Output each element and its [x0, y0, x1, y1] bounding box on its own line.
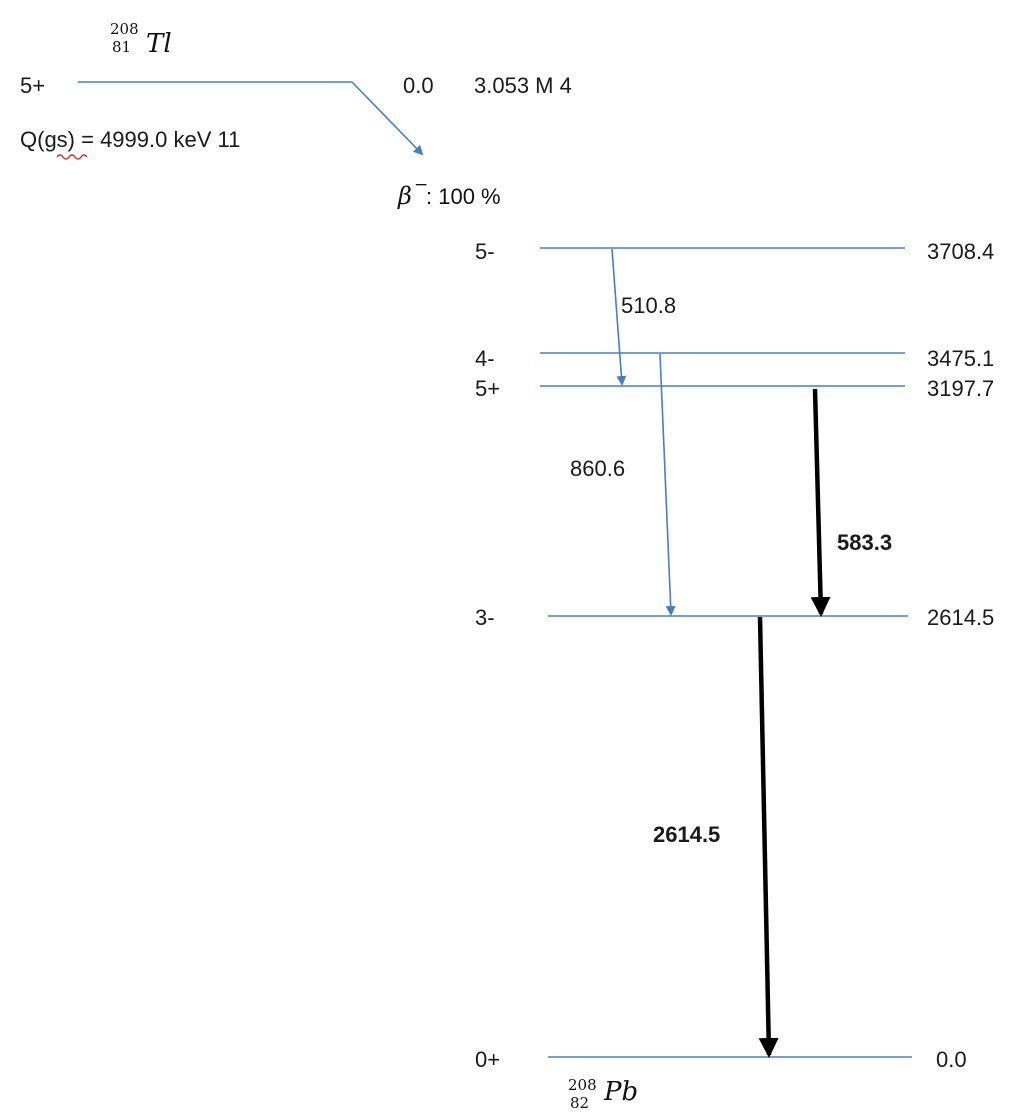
- transition-energy: 583.3: [837, 530, 892, 555]
- transition-arrow: [810, 388, 831, 617]
- level-energy: 0.0: [936, 1047, 967, 1072]
- gamma-860-6: 860.6: [570, 353, 676, 616]
- level-energy: 3708.4: [927, 239, 994, 264]
- transition-energy: 2614.5: [653, 822, 720, 847]
- level-energy: 2614.5: [927, 605, 994, 630]
- gamma-510-8: 510.8: [611, 248, 676, 386]
- parent-nucleus-label: 208 81 Tl: [110, 20, 172, 59]
- level-spin: 5+: [475, 376, 500, 401]
- gamma-2614-5: 2614.5: [653, 616, 779, 1058]
- beta-branch-value: : 100 %: [426, 184, 501, 209]
- level-spin: 0+: [475, 1047, 500, 1072]
- q-value-label: Q(gs) = 4999.0 keV 11: [20, 127, 240, 152]
- daughter-nucleus-label: 208 82 Pb: [568, 1076, 638, 1112]
- level-spin: 4-: [475, 346, 495, 371]
- daughter-atomic-number: 82: [570, 1094, 589, 1112]
- parent-spin: 5+: [20, 73, 45, 98]
- beta-decay-arrow: [351, 81, 424, 156]
- level-energy: 3197.7: [927, 376, 994, 401]
- level-3708: 5- 3708.4: [475, 239, 994, 264]
- beta-sign: −: [414, 175, 428, 195]
- transition-arrow: [757, 616, 779, 1058]
- level-spin: 5-: [475, 239, 495, 264]
- parent-halflife: 3.053 M 4: [474, 73, 572, 98]
- parent-element-symbol: Tl: [146, 29, 172, 59]
- parent-energy: 0.0: [403, 73, 434, 98]
- gamma-583-3: 583.3: [810, 388, 892, 617]
- spellcheck-underline: [56, 154, 88, 160]
- level-3475: 4- 3475.1: [475, 346, 994, 371]
- beta-branch-label: β − : 100 %: [397, 175, 501, 210]
- level-energy: 3475.1: [927, 346, 994, 371]
- beta-symbol: β: [397, 182, 412, 210]
- parent-mass-number: 208: [110, 20, 139, 38]
- level-2614: 3- 2614.5: [475, 605, 994, 630]
- level-ground: 0+ 0.0: [475, 1047, 967, 1072]
- level-spin: 3-: [475, 605, 495, 630]
- daughter-mass-number: 208: [568, 1076, 597, 1094]
- level-3197: 5+ 3197.7: [475, 376, 994, 401]
- transition-arrow: [611, 248, 627, 386]
- transition-energy: 510.8: [621, 293, 676, 318]
- daughter-element-symbol: Pb: [603, 1077, 638, 1107]
- parent-atomic-number: 81: [112, 38, 131, 56]
- transition-arrow: [659, 353, 676, 616]
- transition-energy: 860.6: [570, 456, 625, 481]
